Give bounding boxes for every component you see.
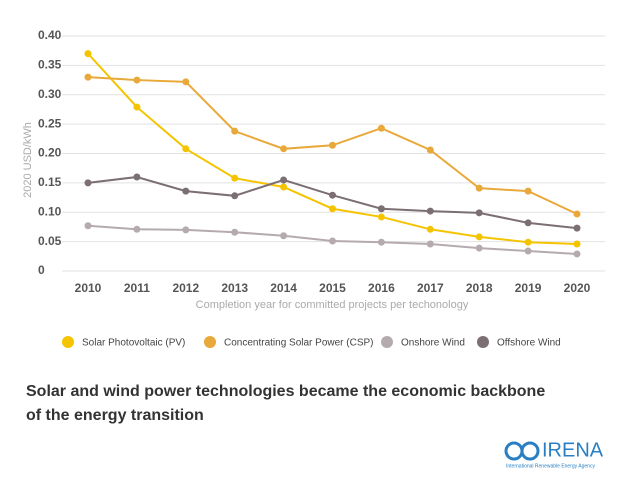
data-point [84,222,92,230]
data-point [475,209,483,217]
data-point [231,174,239,182]
data-point [182,187,190,195]
legend-swatch [62,336,74,348]
data-point [377,213,385,221]
data-point [133,76,141,84]
data-point [426,240,434,248]
logo-subtitle: International Renewable Energy Agency [506,463,595,469]
logo-icon [504,441,540,461]
x-tick-label: 2017 [417,281,444,295]
y-tick-label: 0 [38,263,45,277]
data-point [84,179,92,187]
data-point [329,141,336,149]
data-point [329,237,336,245]
data-point [524,238,532,246]
data-point [377,205,385,213]
legend-swatch [204,336,216,348]
data-point [84,50,92,58]
y-tick-label: 0.20 [38,146,62,160]
headline: Solar and wind power technologies became… [26,383,546,424]
data-point [475,244,483,252]
x-tick-label: 2020 [564,281,591,295]
data-point [573,210,581,218]
data-point [329,191,336,199]
y-tick-label: 0.05 [38,234,62,248]
legend-label: Concentrating Solar Power (CSP) [224,338,374,349]
legend-swatch [477,336,489,348]
data-point [377,238,385,246]
data-point [133,173,141,181]
x-axis-label: Completion year for committed projects p… [196,299,469,311]
x-tick-label: 2016 [368,281,395,295]
legend-label: Solar Photovoltaic (PV) [82,338,185,349]
data-point [475,184,483,192]
x-tick-label: 2010 [75,281,102,295]
legend-label: Onshore Wind [401,338,465,349]
y-axis-label: 2020 USD/kWh [22,122,34,198]
data-point [280,145,288,153]
data-point [329,205,336,213]
data-point [524,219,532,227]
data-point [426,207,434,215]
series-line [87,52,578,245]
y-tick-label: 0.40 [38,28,62,42]
x-tick-label: 2012 [172,281,199,295]
y-tick-label: 0.25 [38,116,62,130]
y-tick-label: 0.10 [38,204,62,218]
data-point [475,233,483,241]
data-point [231,228,239,236]
y-tick-label: 0.35 [38,58,62,72]
data-point [182,78,190,86]
data-point [377,124,385,132]
x-tick-label: 2011 [124,281,150,295]
data-point [280,183,288,191]
data-point [524,247,532,255]
series-line [87,175,578,230]
data-point [182,226,190,234]
data-point [573,250,581,258]
data-point [182,145,190,153]
data-point [573,224,581,232]
x-tick-label: 2019 [515,281,542,295]
data-point [524,187,532,195]
data-point [280,176,288,184]
y-tick-label: 0.30 [38,87,62,101]
logo-name: IRENA [542,439,604,461]
data-point [133,103,141,111]
legend-label: Offshore Wind [497,338,561,349]
data-point [426,225,434,233]
data-point [231,127,239,135]
x-tick-label: 2013 [221,281,248,295]
data-point [280,232,288,240]
x-tick-label: 2015 [319,281,346,295]
x-tick-label: 2014 [270,281,297,295]
legend-swatch [381,336,393,348]
data-point [426,146,434,154]
y-tick-label: 0.15 [38,175,62,189]
data-point [231,192,239,200]
x-tick-label: 2018 [466,281,493,295]
data-point [573,240,581,248]
data-point [84,73,92,81]
data-point [133,225,141,233]
